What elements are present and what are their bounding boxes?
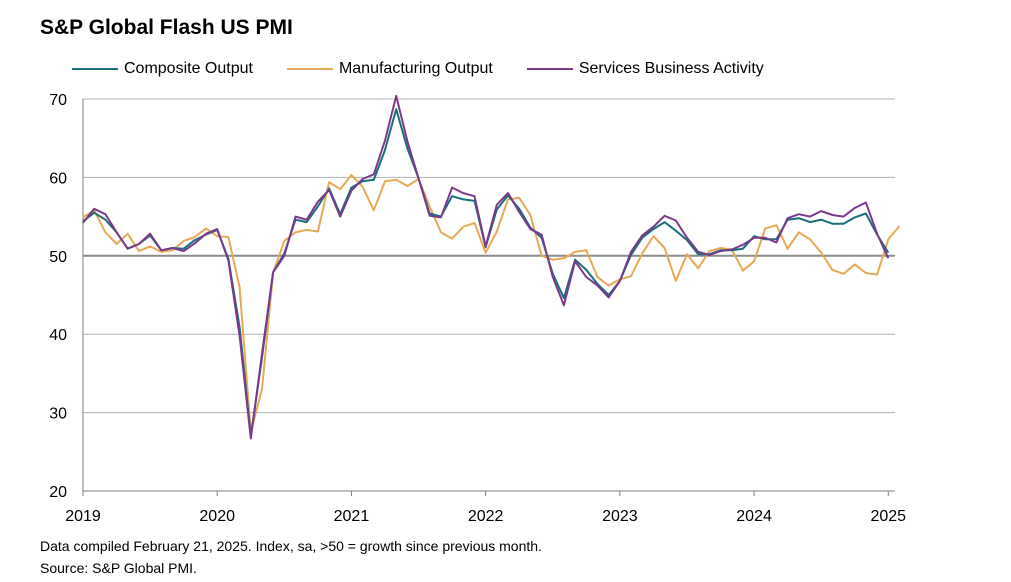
x-tick-label-2021: 2021	[334, 508, 370, 525]
y-tick-label-70: 70	[49, 92, 67, 109]
source-note: Source: S&P Global PMI.	[40, 560, 197, 576]
legend-label-composite: Composite Output	[124, 60, 253, 77]
y-tick-label-20: 20	[49, 484, 67, 501]
x-tick-label-2022: 2022	[468, 508, 504, 525]
y-tick-label-40: 40	[49, 327, 67, 344]
data-compiled-note: Data compiled February 21, 2025. Index, …	[40, 538, 542, 554]
x-tick-label-2025: 2025	[870, 508, 906, 525]
x-tick-label-2024: 2024	[736, 508, 772, 525]
y-tick-label-50: 50	[49, 249, 67, 266]
x-tick-label-2019: 2019	[65, 508, 101, 525]
legend-swatch-services	[526, 68, 573, 70]
chart-legend: Composite Output Manufacturing Output Se…	[72, 57, 798, 81]
legend-label-manufacturing: Manufacturing Output	[338, 60, 493, 77]
legend-label-services: Services Business Activity	[578, 60, 764, 77]
legend-item-services: Services Business Activity	[526, 60, 764, 78]
legend-swatch-composite	[72, 68, 118, 70]
y-tick-label-60: 60	[49, 170, 67, 187]
x-tick-label-2020: 2020	[199, 508, 235, 525]
legend-item-manufacturing: Manufacturing Output	[286, 60, 493, 78]
legend-swatch-manufacturing	[286, 68, 333, 70]
legend-item-composite: Composite Output	[72, 60, 253, 78]
chart-title: S&P Global Flash US PMI	[40, 16, 293, 39]
x-tick-label-2023: 2023	[602, 508, 638, 525]
series-line-composite-output	[82, 108, 890, 438]
series-line-services-business-activity	[82, 94, 890, 440]
y-tick-label-30: 30	[49, 406, 67, 423]
series-line-manufacturing-output	[82, 174, 901, 434]
